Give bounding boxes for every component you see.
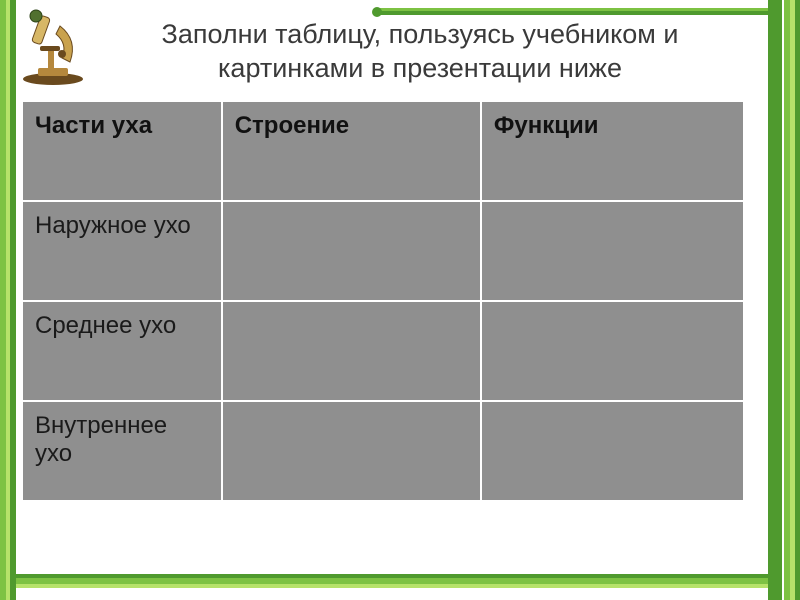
cell-row3-col1: Внутреннее ухо	[22, 401, 222, 501]
table-row: Среднее ухо	[22, 301, 744, 401]
cell-row1-col2	[222, 201, 481, 301]
cell-row2-col2	[222, 301, 481, 401]
col-header-functions: Функции	[481, 101, 744, 201]
cell-row2-col1: Среднее ухо	[22, 301, 222, 401]
cell-row1-col1: Наружное ухо	[22, 201, 222, 301]
table-header-row: Части уха Строение Функции	[22, 101, 744, 201]
decor-right-bar-2	[790, 0, 795, 600]
col-header-parts: Части уха	[22, 101, 222, 201]
slide: Заполни таблицу, пользуясь учебником и к…	[0, 0, 800, 600]
title-line-1: Заполни таблицу, пользуясь учебником и	[90, 18, 750, 52]
cell-row1-col3	[481, 201, 744, 301]
decor-bottom-bar-3	[16, 578, 768, 584]
decor-left-bar-3	[10, 0, 16, 600]
table-row: Внутреннее ухо	[22, 401, 744, 501]
decor-top-bar-2	[380, 11, 768, 15]
cell-row3-col3	[481, 401, 744, 501]
cell-row3-col2	[222, 401, 481, 501]
ear-parts-table: Части уха Строение Функции Наружное ухо …	[21, 100, 745, 502]
decor-top-bar-cap	[372, 7, 382, 17]
col-header-structure: Строение	[222, 101, 481, 201]
decor-right-bar-1	[795, 0, 800, 600]
table-row: Наружное ухо	[22, 201, 744, 301]
slide-title: Заполни таблицу, пользуясь учебником и к…	[90, 18, 750, 86]
decor-right-bar-3	[784, 0, 790, 600]
microscope-icon	[18, 6, 88, 86]
decor-right-bar-4	[768, 0, 782, 600]
cell-row2-col3	[481, 301, 744, 401]
title-line-2: картинками в презентации ниже	[90, 52, 750, 86]
decor-bottom-bar-2	[16, 584, 768, 588]
